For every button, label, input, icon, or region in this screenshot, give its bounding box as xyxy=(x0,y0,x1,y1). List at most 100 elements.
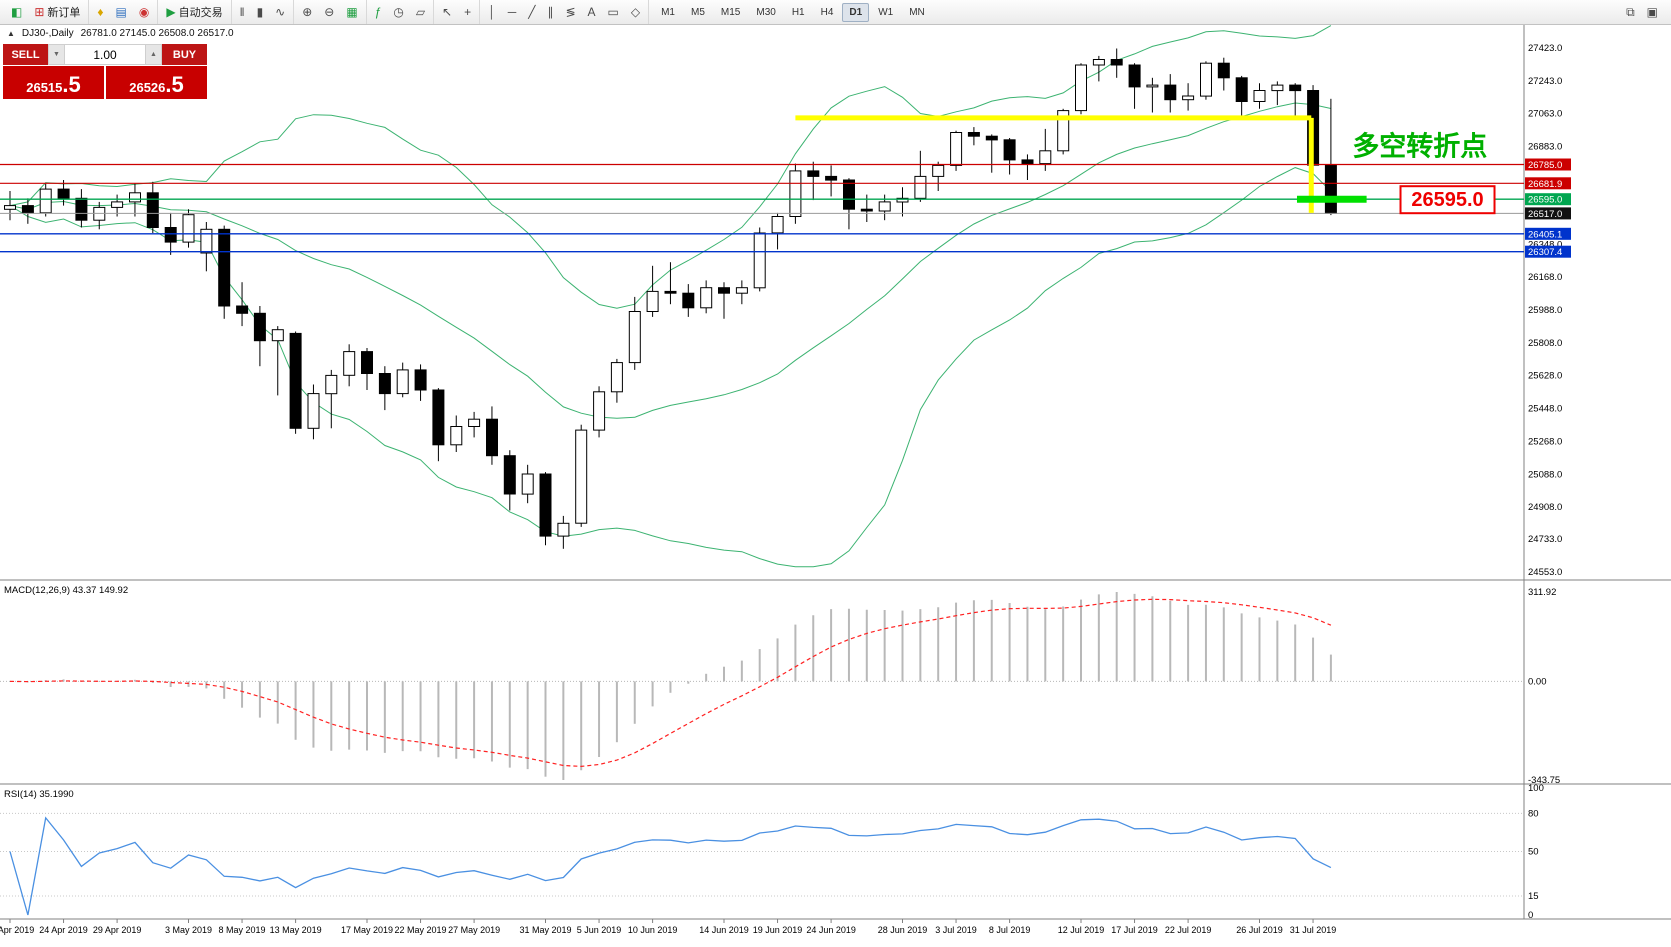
volume-down-button[interactable]: ▼ xyxy=(48,44,65,65)
toolbar-group: ♦ ▤ ◉ xyxy=(89,0,159,24)
toolbar-group: ↖ + xyxy=(434,0,481,24)
svg-text:25088.0: 25088.0 xyxy=(1528,469,1562,480)
new-order-icon: ⊞ xyxy=(34,5,45,19)
timeframe-m30-button[interactable]: M30 xyxy=(756,6,776,18)
svg-text:26883.0: 26883.0 xyxy=(1528,142,1562,153)
svg-text:24 Jun 2019: 24 Jun 2019 xyxy=(806,925,856,935)
toolbar: ◧ ⊞ 新订单 ♦ ▤ ◉ ▶ 自动交易 ‖ ▮ ∿ ⊕ ⊖ ▦ ƒ ◷ ▱ ↖ + │ ─ ╱ ∥ ≶ A ▭ ◇ M1 M5 M15… xyxy=(0,0,1671,25)
rsi-label: RSI(14) 35.1990 xyxy=(4,789,74,800)
chart-canvas[interactable]: 多空转折点 26595.0 27423.0 27243.0 27063.0 26883.0… xyxy=(0,25,1671,947)
volume-up-button[interactable]: ▲ xyxy=(145,44,162,65)
toolbar-group: ⊕ ⊖ ▦ xyxy=(294,0,367,24)
svg-text:25448.0: 25448.0 xyxy=(1528,404,1562,415)
zoom-out-button[interactable]: ⊖ xyxy=(319,3,339,21)
svg-text:0.00: 0.00 xyxy=(1528,676,1547,687)
svg-text:26595.0: 26595.0 xyxy=(1411,189,1483,211)
trendline-button[interactable]: ╱ xyxy=(523,3,540,21)
bar-chart-button[interactable]: ‖ xyxy=(235,3,250,21)
fibonacci-icon: ≶ xyxy=(565,5,576,19)
sell-button[interactable]: SELL xyxy=(3,44,48,65)
cursor-button[interactable]: ↖ xyxy=(437,3,457,21)
svg-text:25988.0: 25988.0 xyxy=(1528,305,1562,316)
bar-chart-icon: ‖ xyxy=(239,5,245,19)
candlestick-chart-icon: ▮ xyxy=(256,5,264,19)
text-button[interactable]: A xyxy=(583,3,601,21)
market-watch-icon: ▤ xyxy=(115,5,127,19)
timeframe-m5-button[interactable]: M5 xyxy=(691,6,705,18)
horizontal-line-button[interactable]: ─ xyxy=(503,3,522,21)
sell-price: 26515 xyxy=(26,80,63,95)
new-chart-window-button[interactable]: ⧉ xyxy=(1621,3,1640,21)
line-chart-button[interactable]: ∿ xyxy=(270,3,290,21)
community-button[interactable]: ◉ xyxy=(134,3,154,21)
toolbar-group: ƒ ◷ ▱ xyxy=(367,0,435,24)
timeframe-m15-button[interactable]: M15 xyxy=(720,6,741,18)
buy-price-button[interactable]: 26526.5 xyxy=(106,66,207,99)
macd-signal-line xyxy=(9,598,1332,768)
rsi-scale-labels: 100 80 50 15 0 xyxy=(1528,783,1544,921)
zoom-in-button[interactable]: ⊕ xyxy=(297,3,317,21)
svg-text:31 May 2019: 31 May 2019 xyxy=(519,925,571,935)
community-icon: ◉ xyxy=(138,5,150,19)
shapes-icon: ◇ xyxy=(630,5,641,19)
alerts-icon: ♦ xyxy=(97,5,104,19)
svg-text:3 Jul 2019: 3 Jul 2019 xyxy=(935,925,977,935)
svg-text:8 May 2019: 8 May 2019 xyxy=(219,925,266,935)
sell-price-button[interactable]: 26515.5 xyxy=(3,66,104,99)
volume-input[interactable]: 1.00 xyxy=(65,44,145,65)
new-chart-window-icon: ⧉ xyxy=(1626,5,1635,19)
market-watch-button[interactable]: ▤ xyxy=(111,3,132,21)
timeframe-m1-button[interactable]: M1 xyxy=(661,6,675,18)
svg-text:-343.75: -343.75 xyxy=(1528,775,1560,786)
tile-windows-icon: ▦ xyxy=(346,5,358,19)
zoom-in-icon: ⊕ xyxy=(302,5,313,19)
channel-button[interactable]: ∥ xyxy=(542,3,558,21)
templates-button[interactable]: ▱ xyxy=(411,3,430,21)
turning-point-annotation[interactable]: 多空转折点 xyxy=(1352,130,1487,161)
svg-text:13 May 2019: 13 May 2019 xyxy=(270,925,322,935)
svg-text:0: 0 xyxy=(1528,910,1533,921)
svg-text:50: 50 xyxy=(1528,847,1539,858)
svg-text:3 May 2019: 3 May 2019 xyxy=(165,925,212,935)
svg-text:27243.0: 27243.0 xyxy=(1528,76,1562,87)
candlestick-chart-button[interactable]: ▮ xyxy=(252,3,269,21)
svg-text:80: 80 xyxy=(1528,808,1539,819)
periods-button[interactable]: ◷ xyxy=(388,3,408,21)
svg-text:26517.0: 26517.0 xyxy=(1528,209,1562,220)
cascade-windows-button[interactable]: ▣ xyxy=(1642,3,1663,21)
buy-button[interactable]: BUY xyxy=(162,44,207,65)
fibonacci-button[interactable]: ≶ xyxy=(560,3,580,21)
price-callout[interactable]: 26595.0 xyxy=(1399,185,1496,215)
horizontal-line-objects[interactable] xyxy=(0,163,1524,253)
autotrading-icon: ▶ xyxy=(166,5,176,19)
svg-text:311.92: 311.92 xyxy=(1528,587,1556,598)
svg-text:26307.4: 26307.4 xyxy=(1528,247,1562,258)
toolbar-group: ◧ ⊞ 新订单 xyxy=(3,0,90,24)
alerts-button[interactable]: ♦ xyxy=(92,3,108,21)
collapse-icon[interactable]: ▲ xyxy=(7,29,15,38)
timeframe-d1-button[interactable]: D1 xyxy=(842,2,870,22)
tile-windows-button[interactable]: ▦ xyxy=(341,3,362,21)
horizontal-line-icon: ─ xyxy=(507,5,517,19)
timeframe-toolbar: M1 M5 M15 M30 H1 H4 D1 W1 MN xyxy=(653,2,933,22)
timeframe-w1-button[interactable]: W1 xyxy=(878,6,894,18)
text-label-button[interactable]: ▭ xyxy=(603,3,624,21)
svg-text:22 May 2019: 22 May 2019 xyxy=(395,925,447,935)
crosshair-button[interactable]: + xyxy=(459,3,476,21)
vertical-line-button[interactable]: │ xyxy=(483,3,501,21)
svg-text:22 Jul 2019: 22 Jul 2019 xyxy=(1165,925,1212,935)
timeframe-mn-button[interactable]: MN xyxy=(909,6,925,18)
svg-text:17 May 2019: 17 May 2019 xyxy=(341,925,393,935)
app-icon: ◧ xyxy=(11,5,23,19)
shapes-button[interactable]: ◇ xyxy=(626,3,645,21)
indicators-button[interactable]: ƒ xyxy=(370,3,387,21)
crosshair-icon: + xyxy=(464,5,472,19)
timeframe-h4-button[interactable]: H4 xyxy=(820,6,834,18)
svg-text:14 Jun 2019: 14 Jun 2019 xyxy=(699,925,749,935)
new-order-button[interactable]: ⊞ 新订单 xyxy=(29,1,85,23)
app-button[interactable]: ◧ xyxy=(6,3,27,21)
autotrading-button[interactable]: ▶ 自动交易 xyxy=(161,1,227,23)
price-axis-labels: 27423.0 27243.0 27063.0 26883.0 26348.0 26168… xyxy=(1528,43,1562,578)
timeframe-h1-button[interactable]: H1 xyxy=(791,6,805,18)
macd-scale-labels: 311.92 0.00 -343.75 xyxy=(1528,587,1560,786)
